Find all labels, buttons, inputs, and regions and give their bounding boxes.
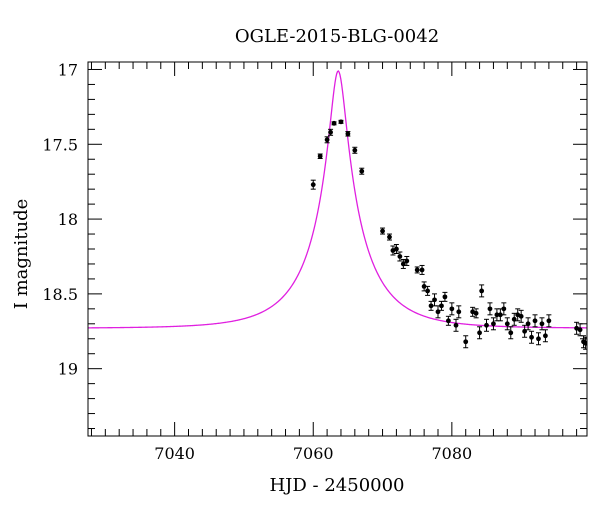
data-point: [445, 315, 451, 326]
data-point: [501, 302, 507, 316]
x-tick-label: 7080: [431, 444, 472, 463]
y-axis-label: I magnitude: [11, 199, 32, 310]
data-point: [542, 329, 548, 343]
data-point: [487, 302, 493, 316]
data-point: [338, 119, 344, 125]
data-point: [546, 314, 552, 328]
data-point: [535, 332, 541, 346]
data-point: [386, 233, 392, 241]
data-point: [397, 251, 403, 262]
plot-frame: [87, 61, 588, 437]
data-point: [393, 244, 399, 254]
data-point: [463, 335, 469, 349]
data-point: [345, 131, 351, 137]
data-point: [442, 291, 448, 302]
data-point: [479, 284, 485, 298]
chart-title: OGLE-2015-BLG-0042: [235, 26, 439, 47]
x-tick-labels: 7040 7060 7080: [154, 444, 472, 463]
data-point: [529, 330, 535, 344]
data-point: [456, 305, 462, 319]
data-points-layer: [310, 119, 587, 350]
y-tick-label: 18: [58, 210, 78, 229]
data-point: [449, 302, 455, 316]
axis-ticks: [88, 62, 587, 436]
data-point: [419, 264, 425, 275]
x-tick-label: 7040: [154, 444, 195, 463]
y-tick-label: 19: [58, 360, 78, 379]
model-curve-line: [88, 70, 587, 329]
data-point: [310, 179, 316, 190]
data-point: [425, 285, 431, 296]
data-point: [331, 120, 337, 126]
y-tick-label: 18.5: [42, 285, 78, 304]
x-axis-label: HJD - 2450000: [269, 475, 404, 496]
data-point: [380, 227, 386, 235]
data-point: [404, 255, 410, 266]
x-tick-label: 7060: [293, 444, 334, 463]
y-tick-label: 17: [58, 60, 78, 79]
model-curve-layer: [88, 70, 587, 329]
data-point: [324, 136, 330, 144]
data-point: [477, 326, 483, 340]
data-point: [432, 293, 438, 307]
data-point: [453, 318, 459, 332]
data-point: [473, 308, 479, 319]
data-point: [414, 266, 420, 274]
data-point: [525, 317, 531, 331]
data-point: [518, 309, 524, 323]
data-point: [421, 281, 427, 292]
data-point: [490, 317, 496, 331]
data-point: [435, 305, 441, 319]
data-point: [328, 128, 334, 136]
data-point: [532, 314, 538, 328]
data-point: [504, 317, 510, 331]
y-tick-labels: 17 17.5 18 18.5 19: [42, 60, 78, 378]
data-point: [317, 153, 323, 159]
data-point: [352, 146, 358, 154]
y-tick-label: 17.5: [42, 135, 78, 154]
data-point: [508, 326, 514, 340]
data-point: [438, 300, 444, 311]
data-point: [359, 167, 365, 175]
data-point: [484, 318, 490, 332]
